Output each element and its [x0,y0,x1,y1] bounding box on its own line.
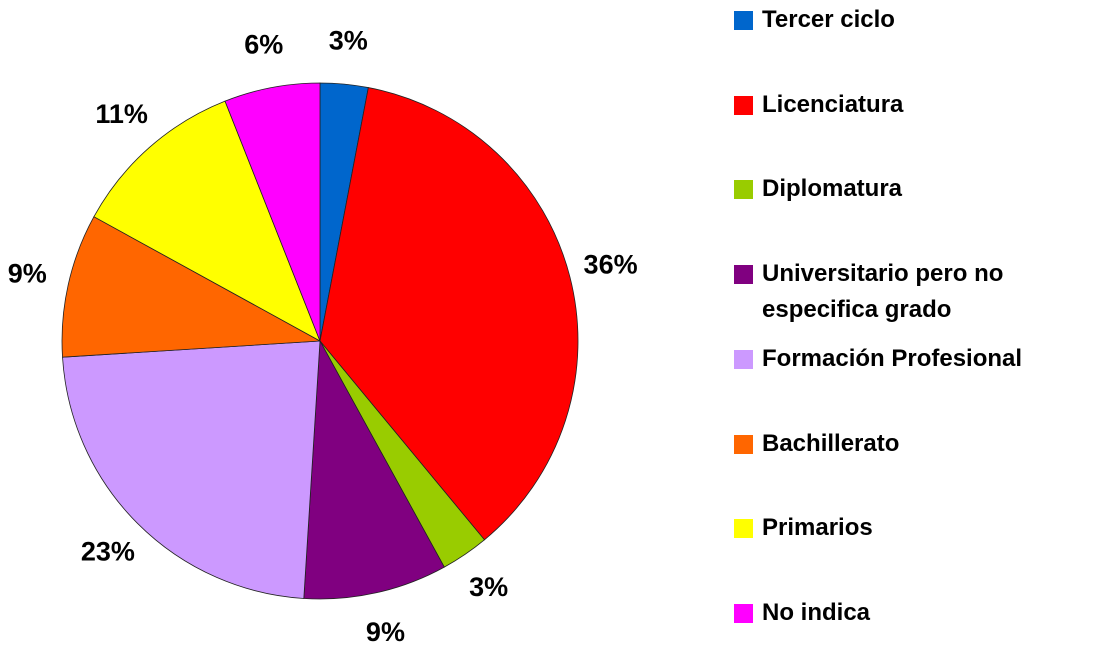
data-label: 11% [95,99,148,129]
legend-label: Licenciatura [762,90,904,118]
pie-area: 3% 36% 3% 9% 23% 9% 11% 6% [8,25,638,647]
legend-label: No indica [762,598,871,626]
data-label: 3% [469,572,508,602]
data-label: 36% [584,250,638,280]
legend-item: Tercer ciclo [734,2,1090,38]
legend-label: Bachillerato [762,429,900,457]
legend-label: Tercer ciclo [762,6,895,33]
legend-item: Licenciatura [734,87,1090,123]
legend-label: Formación Profesional [762,344,1023,372]
legend-swatch [734,180,753,200]
pie-slice [61,216,322,358]
pie-slice [303,339,445,600]
legend-item: Formación Profesional [734,341,1090,377]
legend-item: No indica [734,595,1090,631]
data-label: 9% [366,617,405,647]
pie-slice [319,87,579,541]
legend-item: Primarios [734,510,1090,546]
legend-swatch [734,434,753,454]
legend-item: Universitario pero no especifica grado [734,256,1090,328]
pie-slice [62,340,321,599]
legend-swatch [734,11,753,30]
legend-swatch [734,349,753,369]
legend-label: Primarios [762,514,873,542]
pie-slice [224,82,321,342]
legend-item: Bachillerato [734,426,1090,462]
data-label: 9% [8,259,47,289]
legend-item: Diplomatura [734,171,1090,207]
data-label: 3% [329,25,368,55]
data-label: 6% [244,29,283,59]
legend-swatch [734,603,753,623]
data-label: 23% [81,536,135,566]
legend-label: Universitario pero no especifica grado [762,260,1004,324]
legend-swatch [734,95,753,115]
legend-swatch [734,265,753,285]
legend-label: Diplomatura [762,175,903,203]
pie-slice [93,100,321,342]
legend-swatch [734,519,753,539]
